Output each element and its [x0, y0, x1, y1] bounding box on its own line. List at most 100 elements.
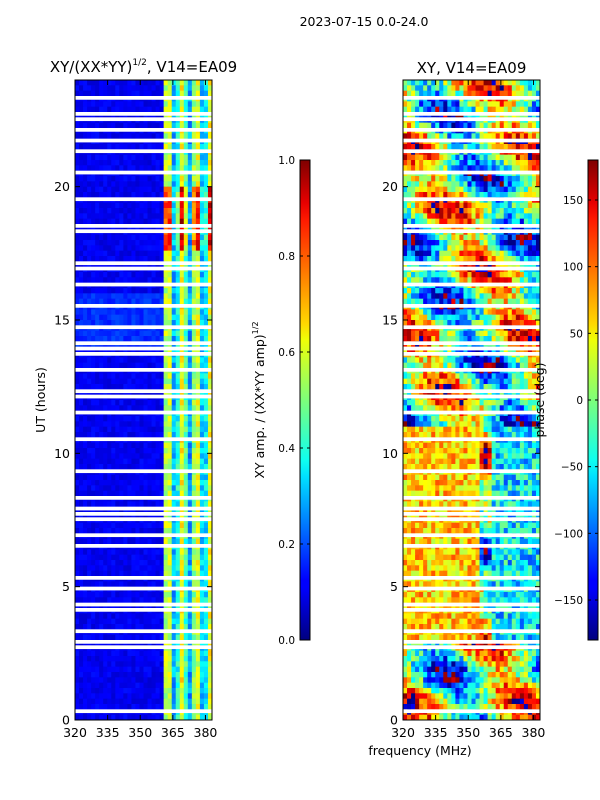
amp-heatmap-cell	[87, 549, 92, 556]
amp-heatmap-cell	[111, 101, 116, 108]
amp-heatmap-cell	[131, 330, 137, 337]
amp-heatmap-cell	[75, 661, 80, 668]
amp-heatmap-cell	[75, 592, 80, 598]
amp-heatmap-cell	[111, 666, 116, 673]
amp-heatmap-cell	[207, 80, 212, 86]
ph-heatmap-cell	[519, 122, 525, 129]
ph-heatmap-cell	[483, 165, 489, 172]
amp-heatmap-cell	[203, 362, 209, 369]
amp-heatmap-cell	[111, 85, 116, 92]
amp-heatmap-cell	[115, 698, 120, 705]
amp-heatmap-cell	[91, 480, 96, 486]
amp-heatmap-cell	[183, 677, 189, 684]
amp-heatmap-cell	[139, 144, 145, 150]
amp-heatmap-cell	[159, 122, 165, 129]
ph-heatmap-cell	[447, 144, 452, 150]
amp-heatmap-cell	[139, 80, 145, 86]
ph-heatmap-cell	[475, 192, 481, 198]
amp-heatmap-cell	[115, 677, 120, 684]
ph-heatmap-cell	[503, 176, 509, 182]
amp-heatmap-cell	[83, 714, 88, 720]
amp-heatmap-cell	[87, 176, 92, 182]
amp-heatmap-cell	[91, 250, 96, 257]
amp-heatmap-cell	[103, 208, 108, 214]
amp-flagged-row	[75, 586, 212, 591]
amp-heatmap-cell	[151, 122, 157, 129]
amp-heatmap-cell	[195, 320, 201, 326]
amp-heatmap-cell	[115, 256, 120, 262]
ph-heatmap-cell	[535, 90, 540, 97]
ph-heatmap-cell	[427, 160, 432, 166]
amp-heatmap-cell	[103, 672, 108, 678]
ph-heatmap-cell	[523, 165, 529, 172]
amp-heatmap-cell	[119, 272, 124, 278]
ph-heatmap-cell	[403, 101, 408, 108]
ph-heatmap-cell	[415, 80, 420, 86]
amp-heatmap-cell	[207, 154, 212, 161]
amp-heatmap-cell	[199, 549, 205, 556]
amp-heatmap-cell	[75, 618, 80, 625]
amp-heatmap-cell	[183, 538, 189, 545]
amp-heatmap-cell	[91, 357, 96, 364]
amp-heatmap-cell	[187, 480, 193, 486]
amp-heatmap-cell	[143, 421, 149, 428]
amp-heatmap-cell	[151, 714, 157, 720]
amp-heatmap-cell	[175, 314, 181, 321]
amp-heatmap-cell	[91, 672, 96, 678]
amp-heatmap-cell	[131, 672, 137, 678]
amp-heatmap-cell	[107, 490, 112, 497]
amp-heatmap-cell	[127, 218, 133, 225]
amp-heatmap-cell	[163, 240, 169, 246]
amp-heatmap-cell	[167, 618, 173, 625]
amp-heatmap-cell	[139, 240, 145, 246]
ph-heatmap-cell	[459, 144, 465, 150]
ph-heatmap-cell	[419, 133, 424, 140]
amp-heatmap-cell	[171, 101, 177, 108]
amp-heatmap-cell	[207, 672, 212, 678]
amp-heatmap-cell	[151, 378, 157, 385]
amp-heatmap-cell	[143, 570, 149, 577]
amp-heatmap-cell	[147, 426, 153, 433]
amp-heatmap-cell	[147, 165, 153, 172]
amp-heatmap-cell	[143, 474, 149, 481]
amp-heatmap-cell	[163, 165, 169, 172]
amp-heatmap-cell	[191, 250, 197, 257]
amp-heatmap-cell	[167, 378, 173, 385]
amp-heatmap-cell	[91, 624, 96, 630]
amp-heatmap-cell	[163, 154, 169, 161]
ph-heatmap-cell	[467, 133, 473, 140]
amp-heatmap-cell	[115, 208, 120, 214]
amp-heatmap-cell	[91, 314, 96, 321]
ph-heatmap-cell	[503, 202, 509, 209]
amp-heatmap-cell	[79, 154, 84, 161]
ph-heatmap-cell	[491, 106, 497, 113]
amp-heatmap-cell	[203, 522, 209, 529]
amp-heatmap-cell	[103, 650, 108, 657]
amp-heatmap-cell	[199, 672, 205, 678]
amp-heatmap-cell	[159, 522, 165, 529]
amp-heatmap-cell	[147, 186, 153, 193]
amp-heatmap-cell	[183, 554, 189, 561]
amp-heatmap-cell	[167, 490, 173, 497]
amp-heatmap-cell	[99, 480, 104, 486]
ph-heatmap-cell	[443, 80, 448, 86]
ph-heatmap-cell	[447, 160, 452, 166]
amp-heatmap-cell	[163, 656, 169, 662]
amp-heatmap-cell	[207, 666, 212, 673]
amp-heatmap-cell	[163, 485, 169, 492]
amp-heatmap-cell	[79, 101, 84, 108]
amp-heatmap-cell	[119, 714, 124, 720]
amp-heatmap-cell	[175, 474, 181, 481]
amp-heatmap-cell	[159, 80, 165, 86]
ph-heatmap-cell	[515, 80, 521, 86]
amp-heatmap-cell	[207, 426, 212, 433]
amp-heatmap-cell	[75, 501, 80, 508]
amp-heatmap-cell	[199, 192, 205, 198]
amp-heatmap-cell	[167, 485, 173, 492]
amp-heatmap-cell	[203, 485, 209, 492]
amp-flagged-row	[75, 602, 212, 607]
amp-heatmap-cell	[175, 634, 181, 641]
amp-heatmap-cell	[123, 538, 128, 545]
amp-heatmap-cell	[135, 490, 141, 497]
amp-heatmap-cell	[119, 597, 124, 604]
